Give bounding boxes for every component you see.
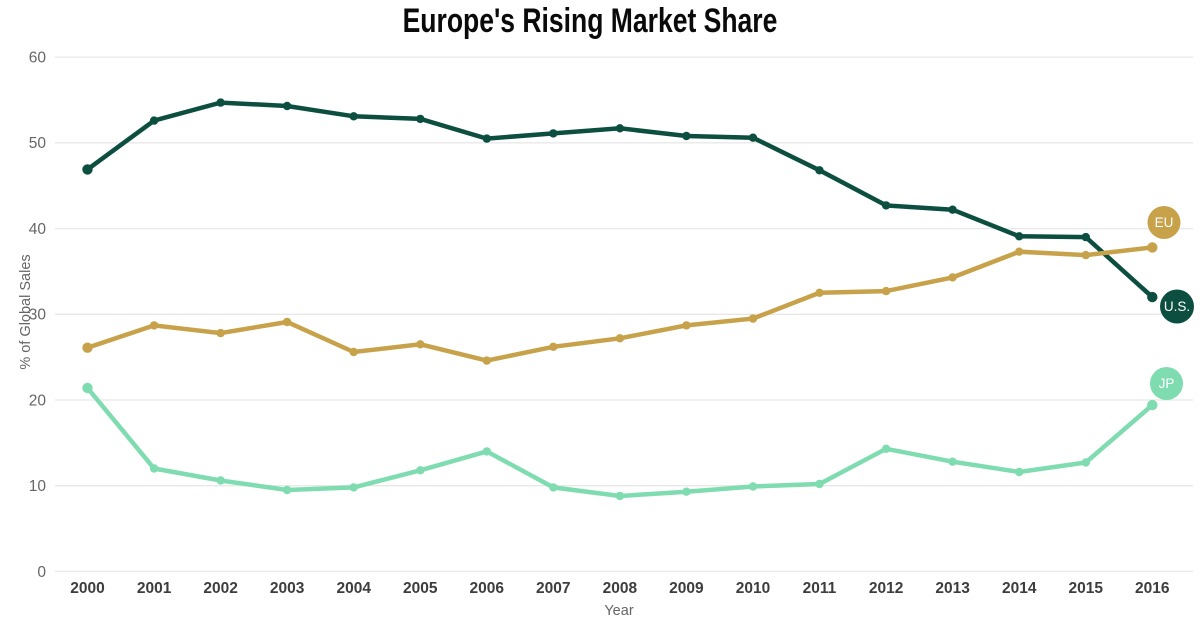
data-point-eu xyxy=(349,347,358,357)
data-point-eu xyxy=(549,342,558,351)
data-point-jp xyxy=(615,491,625,501)
data-point-eu xyxy=(682,321,691,330)
x-tick-label: 2008 xyxy=(603,580,638,597)
data-point-eu xyxy=(748,314,758,323)
data-point-eu xyxy=(82,342,93,353)
x-tick-label: 2005 xyxy=(403,580,438,597)
x-tick-label: 2002 xyxy=(203,580,237,597)
x-tick-label: 2006 xyxy=(470,580,505,597)
data-point-us xyxy=(416,114,425,124)
data-point-eu xyxy=(615,334,625,343)
y-tick-label: 60 xyxy=(29,50,47,67)
data-point-jp xyxy=(948,457,957,466)
y-tick-label: 0 xyxy=(37,564,46,581)
data-point-us xyxy=(748,133,758,142)
data-point-us xyxy=(615,124,625,133)
data-point-jp xyxy=(748,482,758,491)
data-point-us xyxy=(282,101,292,111)
legend-badge-label-us: U.S. xyxy=(1164,299,1190,314)
data-point-jp xyxy=(216,476,225,485)
x-tick-label: 2001 xyxy=(137,580,172,597)
data-point-us xyxy=(482,134,491,143)
x-axis-title: Year xyxy=(604,603,633,619)
data-point-jp xyxy=(349,483,358,492)
data-point-us xyxy=(1147,291,1158,303)
data-point-jp xyxy=(82,382,93,394)
y-axis-title: % of Global Sales xyxy=(18,254,34,369)
data-point-jp xyxy=(482,447,491,456)
data-point-eu xyxy=(282,317,292,327)
data-point-eu xyxy=(1081,250,1091,260)
data-point-jp xyxy=(1147,399,1158,411)
data-point-jp xyxy=(881,444,891,453)
data-point-us xyxy=(549,129,558,138)
data-point-us xyxy=(1081,232,1091,242)
data-point-eu xyxy=(216,328,225,338)
data-point-us xyxy=(349,112,358,121)
legend-badge-us: U.S. xyxy=(1160,289,1194,324)
legend-badge-label-eu: EU xyxy=(1155,215,1174,230)
data-point-eu xyxy=(149,321,159,330)
x-tick-label: 2000 xyxy=(70,580,104,597)
x-tick-label: 2015 xyxy=(1069,580,1104,597)
x-tick-label: 2016 xyxy=(1135,580,1170,597)
data-point-us xyxy=(149,116,159,125)
data-point-jp xyxy=(815,479,824,489)
data-point-us xyxy=(881,201,891,210)
data-point-us xyxy=(1015,232,1024,241)
data-point-eu xyxy=(948,273,957,282)
data-point-jp xyxy=(1015,467,1024,477)
legend-badge-eu: EU xyxy=(1147,206,1181,239)
data-point-jp xyxy=(1081,458,1091,467)
series-line-jp xyxy=(85,385,1155,499)
x-tick-label: 2013 xyxy=(935,580,970,597)
data-point-eu xyxy=(416,340,425,349)
y-tick-label: 10 xyxy=(29,478,47,495)
data-point-us xyxy=(948,205,957,214)
legend-badge-jp: JP xyxy=(1150,367,1183,400)
data-point-jp xyxy=(682,487,691,496)
data-point-us xyxy=(82,164,93,175)
data-point-us xyxy=(815,166,824,175)
data-point-jp xyxy=(282,485,292,495)
data-point-jp xyxy=(149,464,159,473)
data-point-eu xyxy=(815,288,824,297)
x-tick-label: 2004 xyxy=(336,580,371,597)
x-tick-label: 2007 xyxy=(536,580,570,597)
data-point-eu xyxy=(881,286,891,296)
series-line-eu xyxy=(85,245,1155,363)
x-tick-label: 2011 xyxy=(803,580,837,597)
x-tick-label: 2014 xyxy=(1002,580,1037,597)
x-tick-label: 2010 xyxy=(736,580,770,597)
y-tick-label: 20 xyxy=(29,392,47,409)
x-tick-label: 2012 xyxy=(869,580,903,597)
data-point-us xyxy=(216,98,225,107)
chart-title: Europe's Rising Market Share xyxy=(402,2,778,40)
data-point-eu xyxy=(1015,247,1024,256)
legend-badge-circle-us xyxy=(1160,289,1194,324)
data-point-eu xyxy=(482,356,491,365)
data-point-jp xyxy=(416,466,425,475)
legend-badge-circle-jp xyxy=(1150,367,1183,400)
y-tick-label: 40 xyxy=(29,221,47,238)
legend-badge-circle-eu xyxy=(1147,206,1181,239)
data-point-eu xyxy=(1147,242,1158,253)
x-tick-label: 2003 xyxy=(270,580,305,597)
y-tick-label: 30 xyxy=(29,307,47,324)
y-tick-label: 50 xyxy=(29,135,47,152)
x-tick-label: 2009 xyxy=(669,580,704,597)
data-point-us xyxy=(682,131,691,141)
data-point-jp xyxy=(549,483,558,492)
legend-badge-label-jp: JP xyxy=(1159,376,1175,391)
